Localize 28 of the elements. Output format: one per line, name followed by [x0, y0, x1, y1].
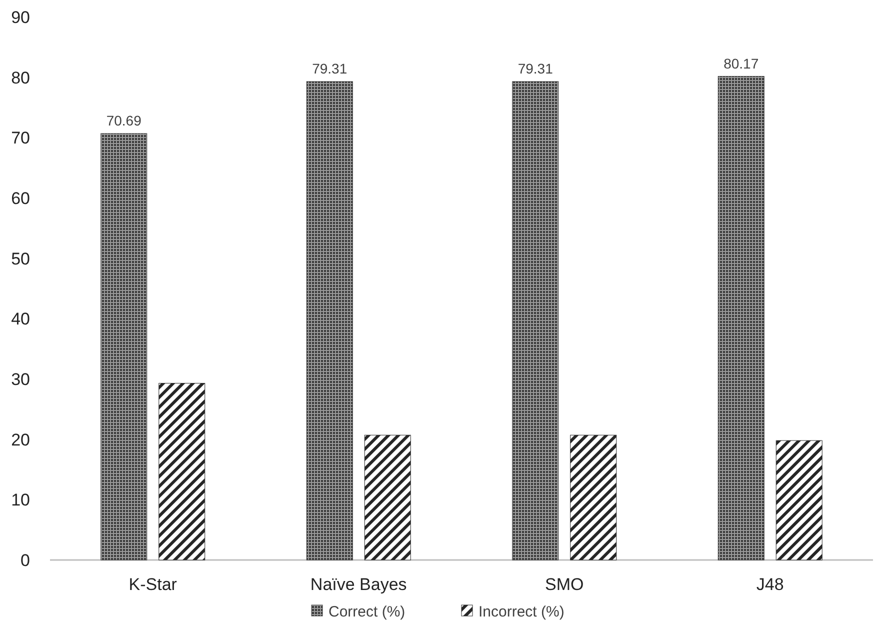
y-tick-label: 50 — [11, 249, 30, 268]
bar — [306, 81, 353, 560]
y-tick-label: 80 — [11, 68, 30, 88]
bar — [776, 440, 822, 560]
y-tick-label: 30 — [11, 370, 30, 389]
legend-label: Correct (%) — [328, 603, 406, 620]
bar — [570, 434, 617, 560]
y-tick-label: 10 — [11, 490, 30, 510]
data-label: 80.17 — [724, 55, 759, 72]
data-label: 79.31 — [518, 60, 554, 76]
bar — [364, 434, 411, 560]
y-tick-label: 40 — [11, 310, 30, 329]
bar — [158, 382, 206, 560]
y-tick-label: 90 — [11, 8, 30, 27]
y-tick-label: 0 — [20, 550, 30, 570]
data-label: 79.31 — [312, 60, 348, 76]
y-tick-label: 20 — [11, 430, 30, 450]
x-tick-label: SMO — [545, 575, 584, 594]
x-tick-label: Naïve Bayes — [310, 575, 407, 594]
data-label: 70.69 — [106, 112, 142, 129]
x-tick-label: K-Star — [128, 575, 178, 594]
legend-label: Incorrect (%) — [478, 603, 564, 620]
bar — [718, 76, 764, 560]
bar — [100, 133, 148, 560]
x-tick-label: J48 — [756, 575, 784, 594]
bar — [512, 81, 559, 560]
y-tick-label: 70 — [11, 128, 30, 148]
y-tick-label: 60 — [11, 188, 30, 208]
